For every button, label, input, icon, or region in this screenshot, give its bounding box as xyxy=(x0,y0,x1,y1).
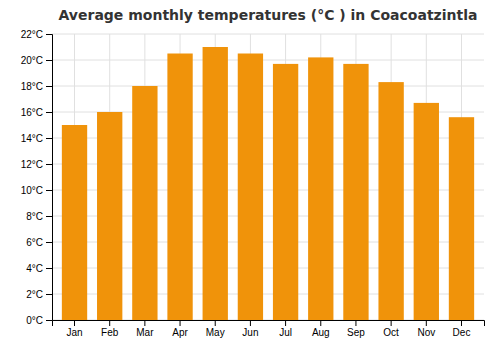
bar xyxy=(62,125,87,320)
x-tick-label: Mar xyxy=(136,327,154,338)
y-tick-mark xyxy=(46,164,52,165)
x-tick-label: May xyxy=(206,327,225,338)
chart-title: Average monthly temperatures (°C ) in Co… xyxy=(59,7,478,23)
x-tick-label: Nov xyxy=(417,327,435,338)
y-tick-label: 2°C xyxy=(26,289,43,300)
x-tick-mark xyxy=(426,320,427,326)
y-tick: 10°C xyxy=(21,185,52,196)
y-tick-label: 20°C xyxy=(21,55,43,66)
plot-area: Jan Feb Mar Apr May Jun Jul Aug Sep Oct Nov Dec 0°C 2… xyxy=(21,29,485,338)
x-tick: Apr xyxy=(172,320,188,338)
y-tick-mark xyxy=(46,190,52,191)
y-tick: 22°C xyxy=(21,29,52,40)
y-tick-mark xyxy=(46,60,52,61)
y-tick-mark xyxy=(46,34,52,35)
y-tick-label: 18°C xyxy=(21,81,43,92)
grid-line xyxy=(52,60,484,61)
x-tick: Aug xyxy=(312,320,330,338)
y-axis: 0°C 2°C 4°C 6°C 8°C 10°C 12°C 14°C 16°C 18°C 20°C 2… xyxy=(21,29,53,326)
bar xyxy=(378,82,403,320)
x-tick-mark xyxy=(180,320,181,326)
x-tick-label: Feb xyxy=(101,327,119,338)
y-tick-mark xyxy=(46,268,52,269)
x-tick-label: Jun xyxy=(242,327,258,338)
x-tick: Dec xyxy=(453,320,471,338)
y-tick: 6°C xyxy=(26,237,52,248)
y-tick-mark xyxy=(46,242,52,243)
y-tick-label: 10°C xyxy=(21,185,43,196)
x-tick: May xyxy=(206,320,225,338)
grid-line xyxy=(52,34,484,35)
x-tick: Feb xyxy=(101,320,119,338)
y-tick: 8°C xyxy=(26,211,52,222)
x-tick-mark xyxy=(355,320,356,326)
x-tick-mark xyxy=(109,320,110,326)
x-tick-label: Jan xyxy=(66,327,82,338)
bar xyxy=(132,86,157,320)
y-tick-label: 16°C xyxy=(21,107,43,118)
x-tick-label: Dec xyxy=(453,327,471,338)
y-tick: 12°C xyxy=(21,159,52,170)
bar xyxy=(203,47,228,320)
y-tick-label: 14°C xyxy=(21,133,43,144)
bar xyxy=(167,54,192,321)
y-tick-mark xyxy=(46,216,52,217)
bar xyxy=(414,103,439,320)
y-tick-label: 22°C xyxy=(21,29,43,40)
y-tick-mark xyxy=(46,138,52,139)
x-tick: Oct xyxy=(383,320,399,338)
y-tick: 4°C xyxy=(26,263,52,274)
y-tick: 14°C xyxy=(21,133,52,144)
y-tick: 16°C xyxy=(21,107,52,118)
y-tick-label: 12°C xyxy=(21,159,43,170)
grid xyxy=(52,34,484,320)
y-tick-label: 4°C xyxy=(26,263,43,274)
y-tick-label: 8°C xyxy=(26,211,43,222)
y-tick-label: 0°C xyxy=(26,315,43,326)
y-tick: 0°C xyxy=(26,315,52,326)
x-tick: Sep xyxy=(347,320,365,338)
x-tick-mark xyxy=(461,320,462,326)
y-tick: 18°C xyxy=(21,81,52,92)
y-tick-label: 6°C xyxy=(26,237,43,248)
x-tick-label: Sep xyxy=(347,327,365,338)
chart-svg: Average monthly temperatures (°C ) in Co… xyxy=(0,0,500,350)
bar xyxy=(343,64,368,320)
x-tick-label: Jul xyxy=(279,327,292,338)
x-tick-label: Aug xyxy=(312,327,330,338)
x-tick: Nov xyxy=(417,320,435,338)
x-tick-label: Apr xyxy=(172,327,188,338)
x-tick-mark xyxy=(250,320,251,326)
x-axis: Jan Feb Mar Apr May Jun Jul Aug Sep Oct Nov Dec xyxy=(53,320,485,338)
x-tick-mark xyxy=(144,320,145,326)
bars xyxy=(62,47,474,320)
x-tick: Jan xyxy=(66,320,82,338)
grid-line xyxy=(52,86,484,87)
y-tick: 20°C xyxy=(21,55,52,66)
bar xyxy=(308,57,333,320)
x-tick-mark xyxy=(215,320,216,326)
axis-line xyxy=(53,321,485,327)
x-tick: Jun xyxy=(242,320,258,338)
y-tick-mark xyxy=(46,294,52,295)
x-tick-mark xyxy=(285,320,286,326)
x-tick: Mar xyxy=(136,320,154,338)
bar xyxy=(273,64,298,320)
y-tick: 2°C xyxy=(26,289,52,300)
bar xyxy=(449,117,474,320)
x-tick: Jul xyxy=(279,320,292,338)
bar xyxy=(238,54,263,321)
y-tick-mark xyxy=(46,112,52,113)
bar xyxy=(97,112,122,320)
x-tick-mark xyxy=(391,320,392,326)
y-tick-mark xyxy=(46,320,52,321)
y-tick-mark xyxy=(46,86,52,87)
x-tick-mark xyxy=(320,320,321,326)
axis-line xyxy=(46,35,53,321)
x-tick-mark xyxy=(74,320,75,326)
x-tick-label: Oct xyxy=(383,327,399,338)
